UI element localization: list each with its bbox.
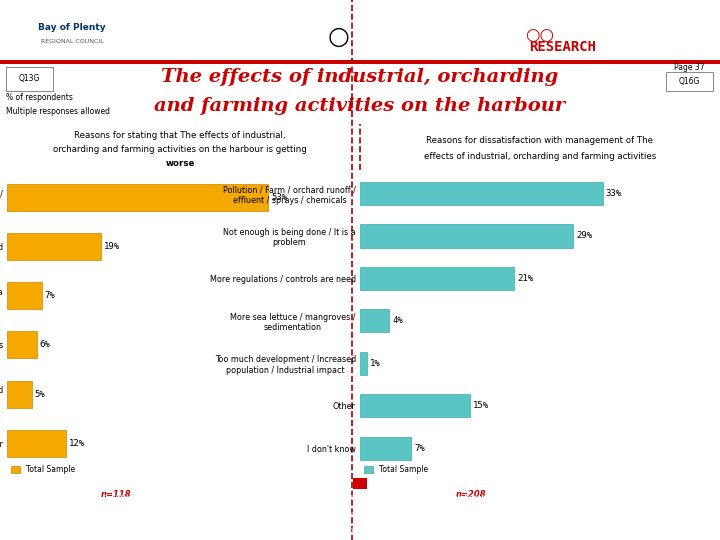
Text: 33%: 33% xyxy=(606,189,621,198)
Text: 1%: 1% xyxy=(370,359,381,368)
Text: RESEARCH: RESEARCH xyxy=(529,40,596,54)
Text: n=208: n=208 xyxy=(455,490,486,499)
Bar xyxy=(6,67,53,91)
Text: Bay of Plenty: Bay of Plenty xyxy=(38,23,106,32)
Legend: Total Sample: Total Sample xyxy=(11,465,76,474)
Text: worse: worse xyxy=(166,159,194,168)
Bar xyxy=(666,71,713,91)
Bar xyxy=(7,282,42,309)
Text: 15%: 15% xyxy=(473,401,490,410)
Bar xyxy=(7,381,32,408)
Bar xyxy=(360,309,390,333)
Bar xyxy=(7,332,37,359)
Text: orcharding and farming activities on the harbour is getting: orcharding and farming activities on the… xyxy=(53,145,307,154)
Bar xyxy=(360,267,514,290)
Text: activities on the harbour deteriorating (53%), and Pollution/Farm/orchard runoff: activities on the harbour deteriorating … xyxy=(113,511,607,517)
Bar xyxy=(360,394,470,417)
Bar xyxy=(4,17,144,57)
Bar xyxy=(360,224,573,247)
Text: ○○: ○○ xyxy=(526,26,554,44)
Text: Q16G: Q16G xyxy=(679,77,701,86)
Text: Multiple responses allowed: Multiple responses allowed xyxy=(6,107,109,116)
Text: 7%: 7% xyxy=(415,444,425,453)
Bar xyxy=(360,182,603,205)
Text: and farming activities on the harbour: and farming activities on the harbour xyxy=(154,97,566,115)
Text: The effects of industrial, orcharding: The effects of industrial, orcharding xyxy=(161,68,559,86)
Text: n=118: n=118 xyxy=(101,490,132,499)
Text: 29%: 29% xyxy=(576,232,593,240)
Text: % of respondents: % of respondents xyxy=(6,93,73,102)
Text: Page 37: Page 37 xyxy=(675,64,705,72)
Text: 7%: 7% xyxy=(45,291,55,300)
Bar xyxy=(7,233,101,260)
Text: reason for dissatisfaction with this aspect (33%).: reason for dissatisfaction with this asp… xyxy=(274,526,446,534)
Bar xyxy=(360,436,411,460)
Text: 6%: 6% xyxy=(40,340,50,349)
Bar xyxy=(360,352,367,375)
Bar xyxy=(7,184,268,211)
Text: effects of industrial, orcharding and farming activities: effects of industrial, orcharding and fa… xyxy=(424,152,656,161)
Text: ◯: ◯ xyxy=(315,16,361,59)
Legend: Total Sample: Total Sample xyxy=(364,465,428,474)
Text: Q13G: Q13G xyxy=(19,75,40,83)
Bar xyxy=(353,478,367,489)
Text: REGIONAL COUNCIL: REGIONAL COUNCIL xyxy=(40,39,104,44)
Text: KEY: KEY xyxy=(500,40,526,54)
Text: Pollution/farm/orchard runoff/effluent/sprays/chemicals was the most frequently : Pollution/farm/orchard runoff/effluent/s… xyxy=(103,495,617,501)
Text: 21%: 21% xyxy=(517,274,534,283)
Text: Reasons for dissatisfaction with management of The: Reasons for dissatisfaction with managem… xyxy=(426,136,654,145)
Text: 19%: 19% xyxy=(104,242,120,251)
Text: 5%: 5% xyxy=(35,390,45,399)
Text: 53%: 53% xyxy=(271,193,287,201)
Text: 12%: 12% xyxy=(69,439,86,448)
Bar xyxy=(7,430,66,457)
Text: 4%: 4% xyxy=(392,316,403,325)
Bar xyxy=(0,60,720,64)
Text: ○: ○ xyxy=(328,25,349,49)
Text: Reasons for stating that The effects of industrial,: Reasons for stating that The effects of … xyxy=(74,131,286,140)
